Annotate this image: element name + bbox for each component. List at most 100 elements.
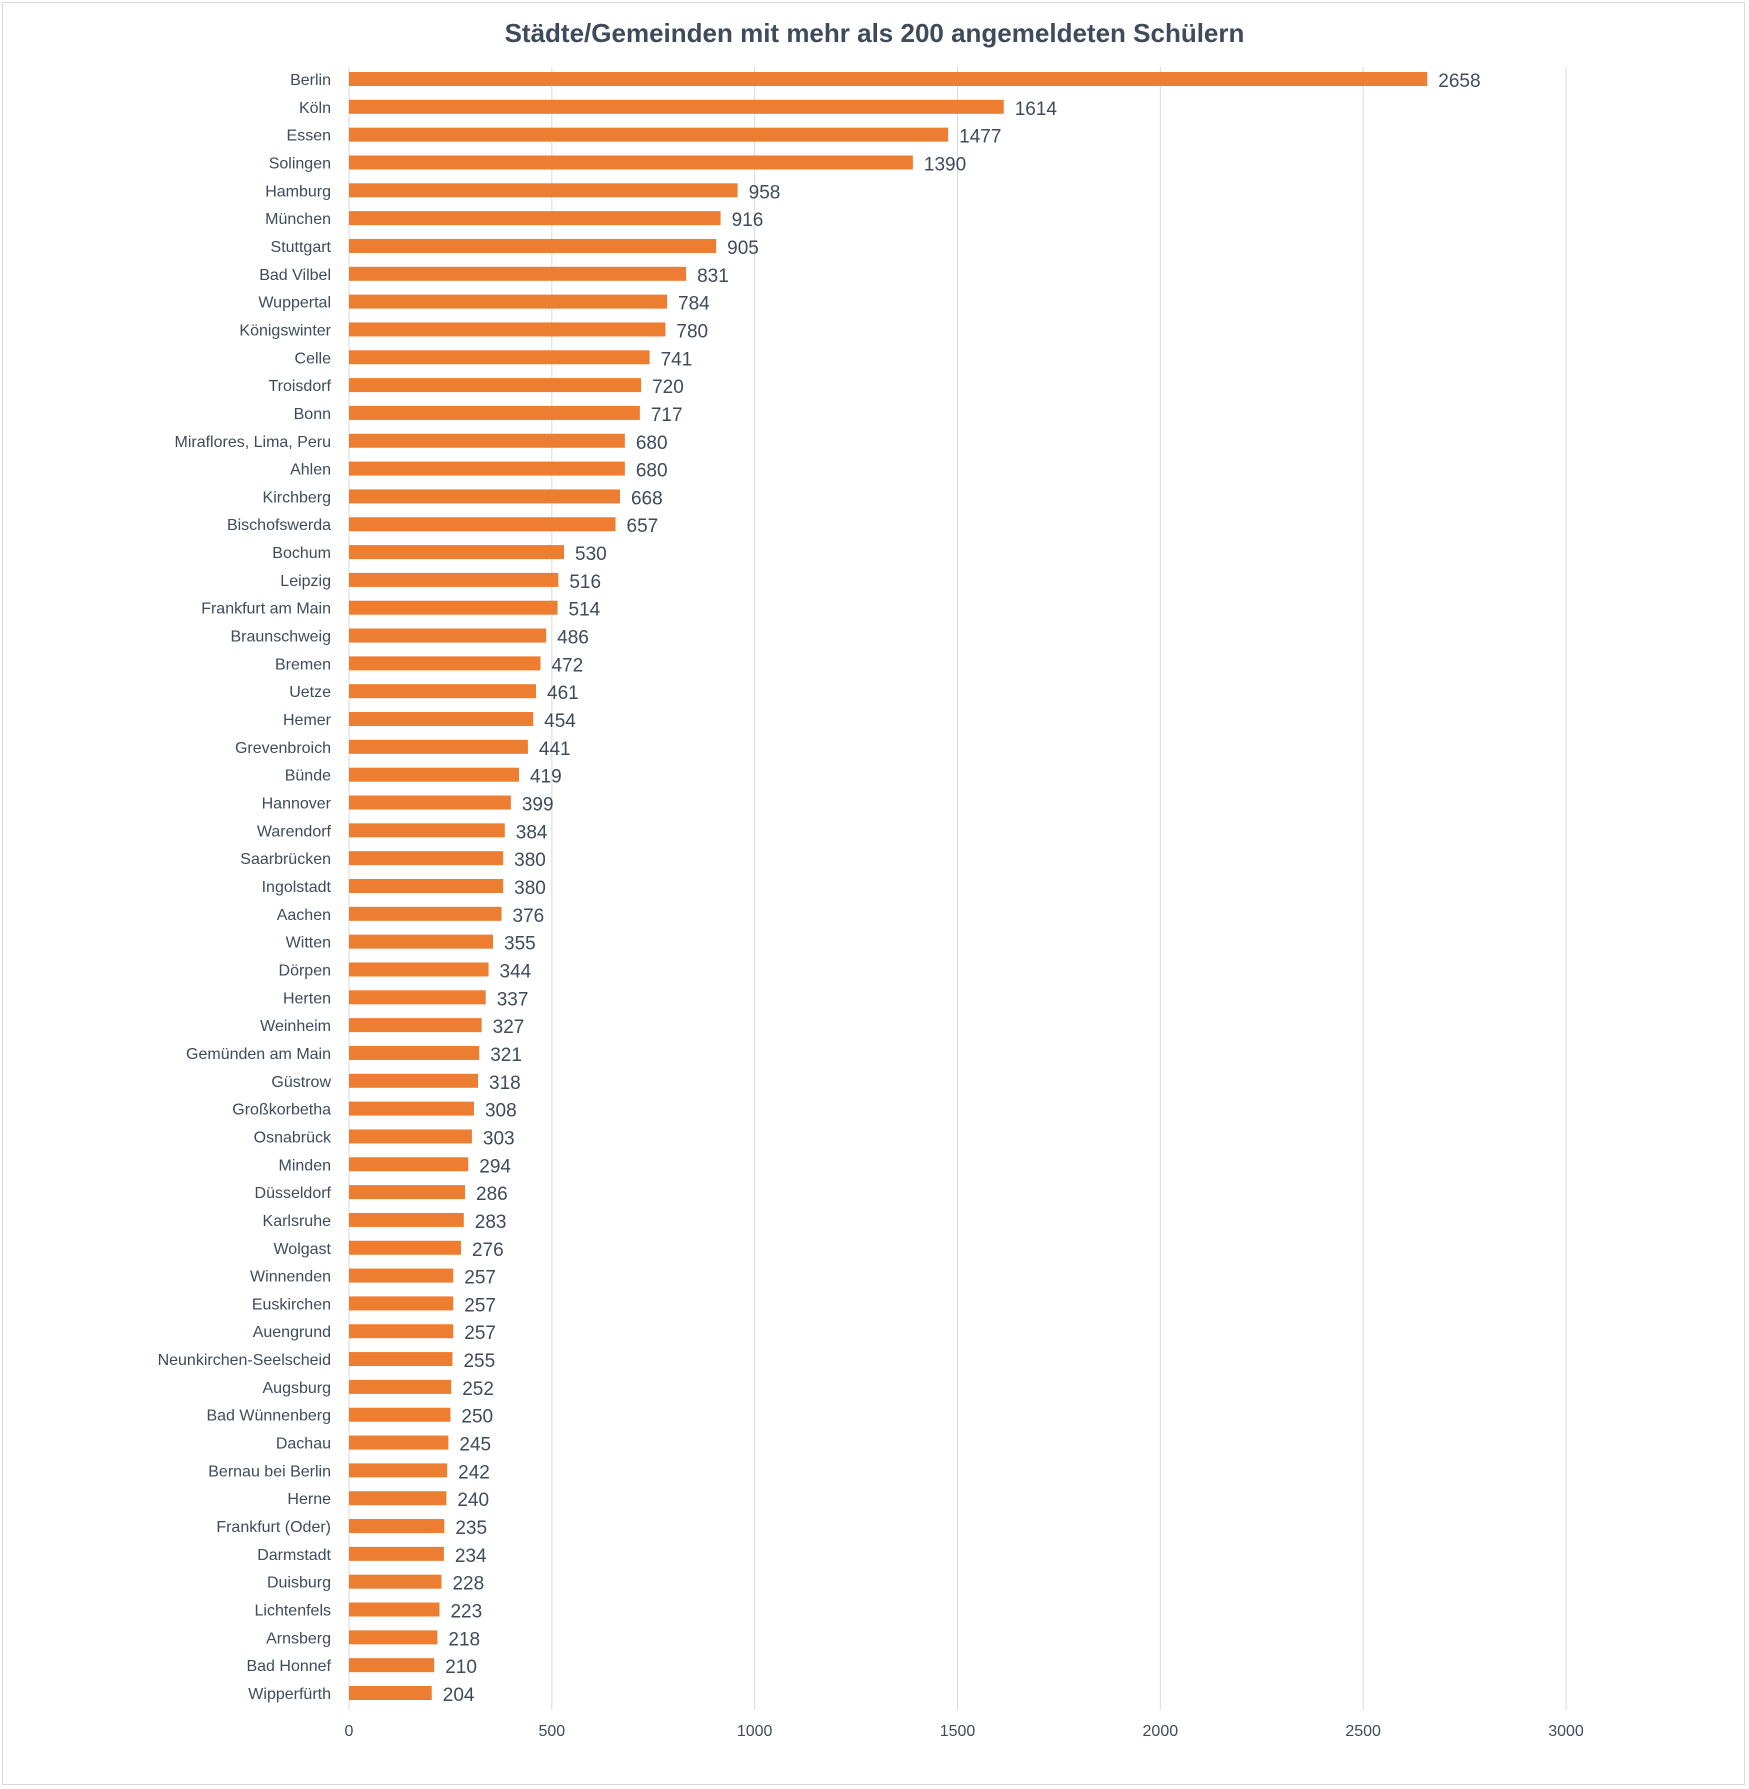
bar xyxy=(349,1686,432,1700)
bar xyxy=(349,1268,454,1283)
data-label: 717 xyxy=(651,405,683,426)
data-label: 321 xyxy=(490,1045,522,1066)
data-label: 228 xyxy=(452,1574,484,1595)
data-label: 958 xyxy=(749,182,781,203)
category-label: Osnabrück xyxy=(254,1129,332,1146)
data-label: 255 xyxy=(463,1351,495,1372)
bar xyxy=(349,545,565,560)
bar xyxy=(349,767,519,782)
category-label: Saarbrücken xyxy=(240,851,331,868)
data-label: 741 xyxy=(661,349,693,370)
data-label: 327 xyxy=(493,1017,525,1038)
bar xyxy=(349,851,504,866)
data-label: 680 xyxy=(636,461,668,482)
category-label: Troisdorf xyxy=(268,378,331,395)
bar xyxy=(349,795,511,810)
category-label: Wolgast xyxy=(273,1241,331,1258)
data-label: 376 xyxy=(513,906,545,927)
x-tick-label: 2500 xyxy=(1345,1723,1381,1740)
data-label: 530 xyxy=(575,544,607,565)
data-label: 461 xyxy=(547,683,579,704)
bar xyxy=(349,1101,474,1116)
category-label: Kirchberg xyxy=(263,489,331,506)
bar xyxy=(349,656,541,671)
category-label: Stuttgart xyxy=(271,239,332,256)
bar xyxy=(349,99,1004,114)
bar xyxy=(349,1491,447,1506)
bar xyxy=(349,517,616,532)
bar xyxy=(349,1379,452,1394)
bar xyxy=(349,294,668,309)
data-label: 252 xyxy=(462,1379,494,1400)
x-tick-label: 500 xyxy=(538,1723,565,1740)
category-label: Frankfurt am Main xyxy=(201,601,331,618)
data-label: 286 xyxy=(476,1184,508,1205)
data-label: 1390 xyxy=(924,154,966,175)
bar xyxy=(349,1073,479,1088)
category-label: Bünde xyxy=(285,768,331,785)
bar xyxy=(349,211,721,226)
category-label: Aachen xyxy=(277,907,331,924)
data-label: 344 xyxy=(500,961,532,982)
category-label: Euskirchen xyxy=(252,1296,331,1313)
bar xyxy=(349,1435,449,1450)
x-tick-label: 2000 xyxy=(1143,1723,1179,1740)
category-label: Bad Vilbel xyxy=(259,267,331,284)
bar xyxy=(349,1296,454,1311)
category-label: Hamburg xyxy=(265,183,331,200)
bar xyxy=(349,906,502,921)
category-label: Bonn xyxy=(294,406,331,423)
data-label: 2658 xyxy=(1438,71,1480,92)
data-label: 283 xyxy=(475,1212,507,1233)
category-label: Grevenbroich xyxy=(235,740,331,757)
data-label: 1614 xyxy=(1015,99,1058,120)
data-label: 257 xyxy=(464,1268,496,1289)
data-label: 250 xyxy=(461,1407,493,1428)
bar xyxy=(349,433,625,448)
category-label: Berlin xyxy=(290,72,331,89)
bar xyxy=(349,1519,445,1534)
data-label: 680 xyxy=(636,433,668,454)
bar xyxy=(349,1045,480,1060)
bar xyxy=(349,1157,469,1172)
data-label: 337 xyxy=(497,989,529,1010)
data-label: 235 xyxy=(455,1518,487,1539)
category-label: Arnsberg xyxy=(266,1630,331,1647)
x-tick-label: 1500 xyxy=(940,1723,976,1740)
category-label: Dachau xyxy=(276,1436,331,1453)
bar xyxy=(349,572,559,587)
bar xyxy=(349,1018,482,1033)
data-label: 380 xyxy=(514,850,546,871)
bar xyxy=(349,1658,435,1673)
category-label: Düsseldorf xyxy=(255,1185,332,1202)
data-label: 657 xyxy=(627,516,659,537)
x-tick-label: 3000 xyxy=(1548,1723,1584,1740)
category-label: Wipperfürth xyxy=(248,1686,331,1703)
category-label: Miraflores, Lima, Peru xyxy=(175,434,332,451)
bar xyxy=(349,322,666,337)
category-label: Winnenden xyxy=(250,1269,331,1286)
bar xyxy=(349,1324,454,1339)
bar xyxy=(349,962,489,977)
category-label: Großkorbetha xyxy=(232,1102,331,1119)
category-label: Braunschweig xyxy=(231,629,332,646)
bar xyxy=(349,127,949,142)
data-label: 780 xyxy=(676,321,708,342)
data-label: 380 xyxy=(514,878,546,899)
bar xyxy=(349,1352,453,1367)
bar xyxy=(349,378,642,393)
category-label: Herne xyxy=(287,1491,331,1508)
bar xyxy=(349,1463,448,1478)
category-label: Dörpen xyxy=(279,962,331,979)
bar xyxy=(349,1185,466,1200)
data-label: 218 xyxy=(448,1629,480,1650)
bar xyxy=(349,1602,440,1617)
category-label: Auengrund xyxy=(253,1324,331,1341)
category-label: Köln xyxy=(299,100,331,117)
bar xyxy=(349,350,650,365)
category-label: Güstrow xyxy=(271,1074,331,1091)
data-label: 419 xyxy=(530,767,562,788)
category-label: Bischofswerda xyxy=(227,517,331,534)
data-label: 399 xyxy=(522,795,554,816)
